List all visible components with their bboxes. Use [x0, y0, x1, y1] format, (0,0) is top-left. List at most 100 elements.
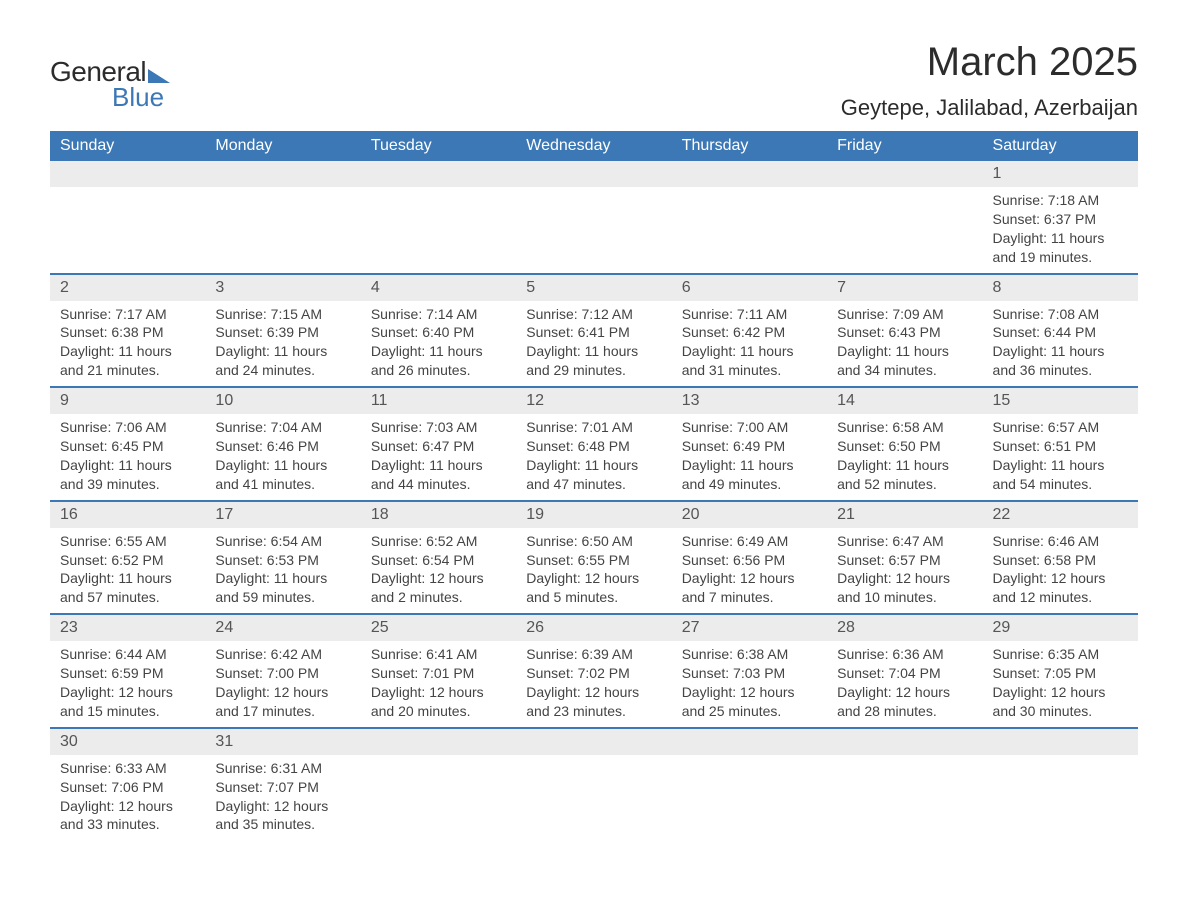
day-number: 30 — [60, 733, 78, 750]
day-header: Sunday — [50, 131, 205, 161]
day-number-cell: 10 — [205, 387, 360, 414]
day-detail-row: Sunrise: 7:17 AMSunset: 6:38 PMDaylight:… — [50, 301, 1138, 388]
day-number: 19 — [526, 506, 544, 523]
day-detail-cell — [361, 187, 516, 274]
day-detail-cell — [827, 187, 982, 274]
day-number-cell: 2 — [50, 274, 205, 301]
sunrise-text: Sunrise: 7:04 AM — [215, 418, 350, 437]
sunrise-text: Sunrise: 7:15 AM — [215, 305, 350, 324]
sunrise-text: Sunrise: 7:06 AM — [60, 418, 195, 437]
sunrise-text: Sunrise: 6:57 AM — [993, 418, 1128, 437]
day-detail-cell: Sunrise: 7:01 AMSunset: 6:48 PMDaylight:… — [516, 414, 671, 501]
sunrise-text: Sunrise: 7:11 AM — [682, 305, 817, 324]
day-number-cell: 22 — [983, 501, 1138, 528]
sunset-text: Sunset: 6:43 PM — [837, 323, 972, 342]
daylight-text: Daylight: 11 hours — [837, 342, 972, 361]
day-number-cell: 9 — [50, 387, 205, 414]
day-number-cell: 3 — [205, 274, 360, 301]
sunset-text: Sunset: 7:07 PM — [215, 778, 350, 797]
sunset-text: Sunset: 6:59 PM — [60, 664, 195, 683]
daylight-text: and 52 minutes. — [837, 475, 972, 494]
day-detail-cell: Sunrise: 6:50 AMSunset: 6:55 PMDaylight:… — [516, 528, 671, 615]
day-number: 12 — [526, 392, 544, 409]
daylight-text: Daylight: 12 hours — [526, 683, 661, 702]
logo-word-blue: Blue — [112, 82, 164, 113]
sunrise-text: Sunrise: 7:08 AM — [993, 305, 1128, 324]
sunset-text: Sunset: 6:49 PM — [682, 437, 817, 456]
day-detail-cell — [827, 755, 982, 841]
daylight-text: Daylight: 11 hours — [60, 456, 195, 475]
daylight-text: and 7 minutes. — [682, 588, 817, 607]
day-detail-cell: Sunrise: 6:31 AMSunset: 7:07 PMDaylight:… — [205, 755, 360, 841]
day-detail-cell — [205, 187, 360, 274]
sunset-text: Sunset: 6:40 PM — [371, 323, 506, 342]
day-number-cell — [516, 161, 671, 187]
day-detail-cell: Sunrise: 7:08 AMSunset: 6:44 PMDaylight:… — [983, 301, 1138, 388]
day-number: 7 — [837, 279, 846, 296]
day-number-cell — [205, 161, 360, 187]
day-number: 11 — [371, 392, 388, 409]
daylight-text: and 31 minutes. — [682, 361, 817, 380]
day-detail-cell: Sunrise: 6:54 AMSunset: 6:53 PMDaylight:… — [205, 528, 360, 615]
sunrise-text: Sunrise: 6:31 AM — [215, 759, 350, 778]
sunrise-text: Sunrise: 7:12 AM — [526, 305, 661, 324]
day-number: 20 — [682, 506, 700, 523]
sunset-text: Sunset: 6:56 PM — [682, 551, 817, 570]
day-detail-cell: Sunrise: 6:58 AMSunset: 6:50 PMDaylight:… — [827, 414, 982, 501]
sunset-text: Sunset: 6:53 PM — [215, 551, 350, 570]
day-detail-cell — [672, 755, 827, 841]
day-detail-cell: Sunrise: 6:49 AMSunset: 6:56 PMDaylight:… — [672, 528, 827, 615]
sunrise-text: Sunrise: 6:52 AM — [371, 532, 506, 551]
day-detail-cell: Sunrise: 6:33 AMSunset: 7:06 PMDaylight:… — [50, 755, 205, 841]
logo-triangle-icon — [148, 69, 170, 83]
daylight-text: Daylight: 11 hours — [526, 456, 661, 475]
sunrise-text: Sunrise: 6:41 AM — [371, 645, 506, 664]
daylight-text: Daylight: 12 hours — [682, 683, 817, 702]
day-detail-cell — [516, 755, 671, 841]
calendar-table: Sunday Monday Tuesday Wednesday Thursday… — [50, 131, 1138, 840]
sunset-text: Sunset: 6:47 PM — [371, 437, 506, 456]
day-number-cell: 15 — [983, 387, 1138, 414]
sunrise-text: Sunrise: 6:47 AM — [837, 532, 972, 551]
sunrise-text: Sunrise: 6:33 AM — [60, 759, 195, 778]
day-number: 18 — [371, 506, 389, 523]
day-detail-cell — [672, 187, 827, 274]
sunrise-text: Sunrise: 6:39 AM — [526, 645, 661, 664]
day-detail-cell: Sunrise: 7:00 AMSunset: 6:49 PMDaylight:… — [672, 414, 827, 501]
daylight-text: Daylight: 11 hours — [837, 456, 972, 475]
sunrise-text: Sunrise: 6:35 AM — [993, 645, 1128, 664]
day-number: 31 — [215, 733, 233, 750]
day-number: 29 — [993, 619, 1011, 636]
daylight-text: and 17 minutes. — [215, 702, 350, 721]
day-number-row: 1 — [50, 161, 1138, 187]
daylight-text: Daylight: 11 hours — [993, 342, 1128, 361]
daylight-text: Daylight: 11 hours — [215, 456, 350, 475]
day-detail-cell: Sunrise: 7:17 AMSunset: 6:38 PMDaylight:… — [50, 301, 205, 388]
day-number: 1 — [993, 165, 1002, 182]
daylight-text: Daylight: 12 hours — [993, 569, 1128, 588]
daylight-text: Daylight: 11 hours — [682, 342, 817, 361]
day-detail-cell — [983, 755, 1138, 841]
day-number-cell — [672, 728, 827, 755]
day-number-cell: 25 — [361, 614, 516, 641]
daylight-text: and 21 minutes. — [60, 361, 195, 380]
day-number: 4 — [371, 279, 380, 296]
daylight-text: Daylight: 12 hours — [993, 683, 1128, 702]
day-number-cell — [827, 728, 982, 755]
day-number-cell: 1 — [983, 161, 1138, 187]
daylight-text: and 47 minutes. — [526, 475, 661, 494]
sunrise-text: Sunrise: 6:49 AM — [682, 532, 817, 551]
day-number: 6 — [682, 279, 691, 296]
calendar-body: 1 Sunrise: 7:18 AMSunset: 6:37 PMDayligh… — [50, 161, 1138, 840]
sunrise-text: Sunrise: 7:14 AM — [371, 305, 506, 324]
sunset-text: Sunset: 6:39 PM — [215, 323, 350, 342]
daylight-text: and 30 minutes. — [993, 702, 1128, 721]
sunrise-text: Sunrise: 6:38 AM — [682, 645, 817, 664]
day-number-cell — [50, 161, 205, 187]
daylight-text: Daylight: 11 hours — [215, 342, 350, 361]
title-block: March 2025 Geytepe, Jalilabad, Azerbaija… — [841, 40, 1138, 121]
day-detail-cell: Sunrise: 7:18 AMSunset: 6:37 PMDaylight:… — [983, 187, 1138, 274]
day-number-cell: 14 — [827, 387, 982, 414]
daylight-text: and 49 minutes. — [682, 475, 817, 494]
daylight-text: and 59 minutes. — [215, 588, 350, 607]
